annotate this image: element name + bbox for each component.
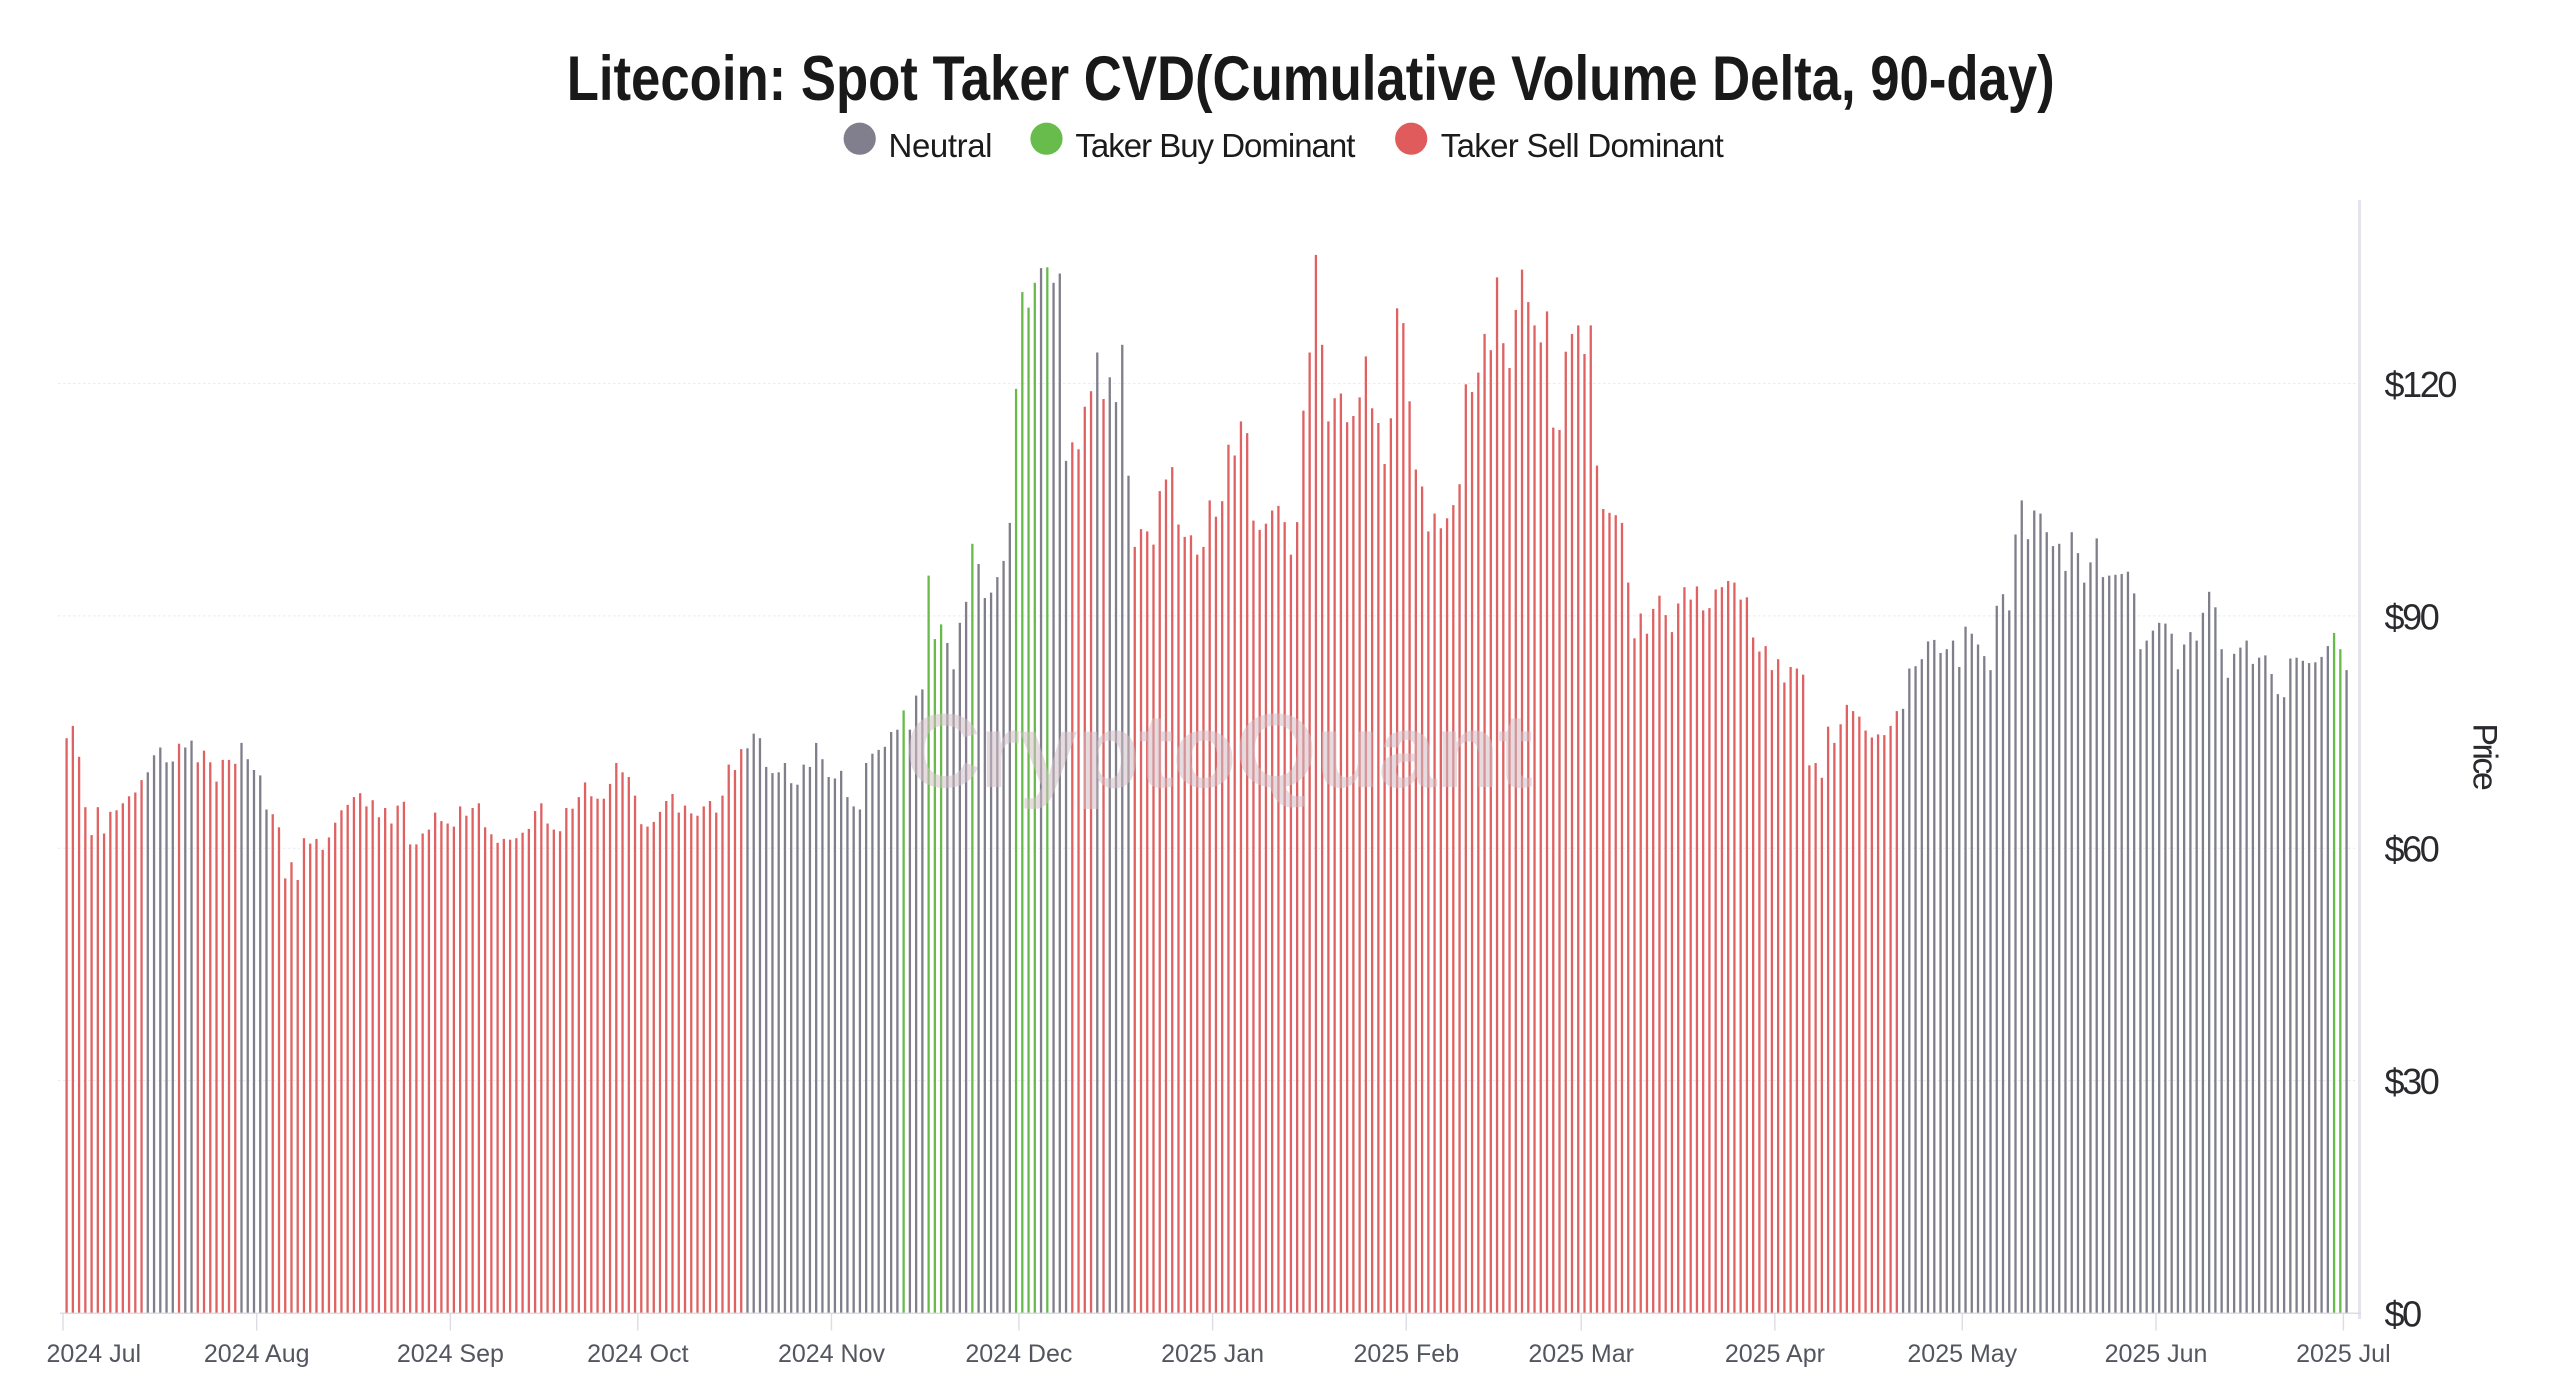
svg-text:$0: $0 (2385, 1293, 2422, 1334)
svg-text:2024 Nov: 2024 Nov (778, 1340, 886, 1368)
svg-text:$120: $120 (2385, 364, 2457, 405)
svg-text:Taker Buy Dominant: Taker Buy Dominant (1075, 127, 1355, 164)
svg-text:2024 Sep: 2024 Sep (397, 1340, 504, 1368)
svg-text:$30: $30 (2385, 1061, 2439, 1102)
svg-text:Taker Sell Dominant: Taker Sell Dominant (1441, 127, 1724, 164)
svg-text:2025 Apr: 2025 Apr (1725, 1340, 1825, 1368)
svg-text:Litecoin: Spot Taker CVD(Cumul: Litecoin: Spot Taker CVD(Cumulative Volu… (567, 44, 2055, 114)
svg-text:2025 Jan: 2025 Jan (1161, 1340, 1264, 1368)
svg-text:CryptoQuant: CryptoQuant (905, 693, 1533, 810)
svg-text:2024 Aug: 2024 Aug (204, 1340, 310, 1368)
svg-text:$90: $90 (2385, 596, 2439, 637)
svg-text:Price: Price (2466, 723, 2504, 790)
svg-text:2025 Feb: 2025 Feb (1353, 1340, 1459, 1368)
svg-text:2024 Oct: 2024 Oct (587, 1340, 689, 1368)
svg-text:2024 Dec: 2024 Dec (965, 1340, 1072, 1368)
svg-text:2025 Jun: 2025 Jun (2105, 1340, 2208, 1368)
svg-text:2024 Jul: 2024 Jul (47, 1340, 142, 1368)
svg-text:2025 Jul: 2025 Jul (2296, 1340, 2391, 1368)
svg-text:2025 May: 2025 May (1907, 1340, 2017, 1368)
svg-text:Neutral: Neutral (889, 127, 993, 164)
svg-text:2025 Mar: 2025 Mar (1528, 1340, 1634, 1368)
svg-text:$60: $60 (2385, 829, 2439, 870)
